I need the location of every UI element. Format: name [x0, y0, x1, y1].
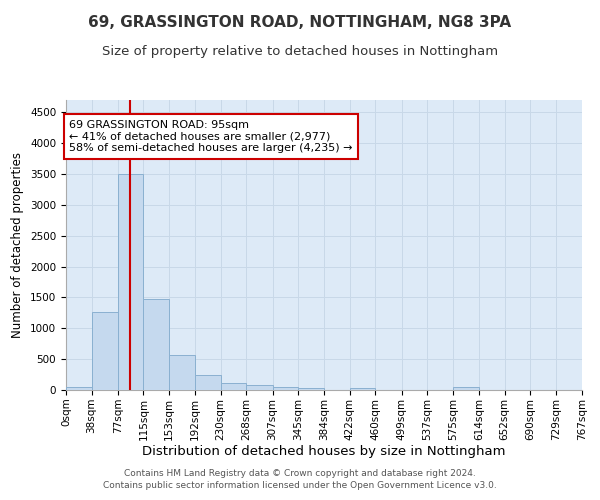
Bar	[453, 386, 479, 390]
Bar	[143, 298, 169, 390]
Bar	[221, 382, 246, 390]
Bar	[350, 388, 376, 390]
Bar	[298, 388, 325, 390]
Bar	[272, 386, 298, 390]
X-axis label: Distribution of detached houses by size in Nottingham: Distribution of detached houses by size …	[142, 446, 506, 458]
Y-axis label: Number of detached properties: Number of detached properties	[11, 152, 25, 338]
Text: Contains HM Land Registry data © Crown copyright and database right 2024.
Contai: Contains HM Land Registry data © Crown c…	[103, 468, 497, 490]
Text: 69, GRASSINGTON ROAD, NOTTINGHAM, NG8 3PA: 69, GRASSINGTON ROAD, NOTTINGHAM, NG8 3P…	[88, 15, 512, 30]
Text: Size of property relative to detached houses in Nottingham: Size of property relative to detached ho…	[102, 45, 498, 58]
Bar	[169, 355, 195, 390]
Bar	[66, 387, 92, 390]
Bar	[246, 385, 272, 390]
Bar	[195, 375, 221, 390]
Bar	[118, 174, 143, 390]
Bar	[92, 312, 118, 390]
Text: 69 GRASSINGTON ROAD: 95sqm
← 41% of detached houses are smaller (2,977)
58% of s: 69 GRASSINGTON ROAD: 95sqm ← 41% of deta…	[70, 120, 353, 153]
